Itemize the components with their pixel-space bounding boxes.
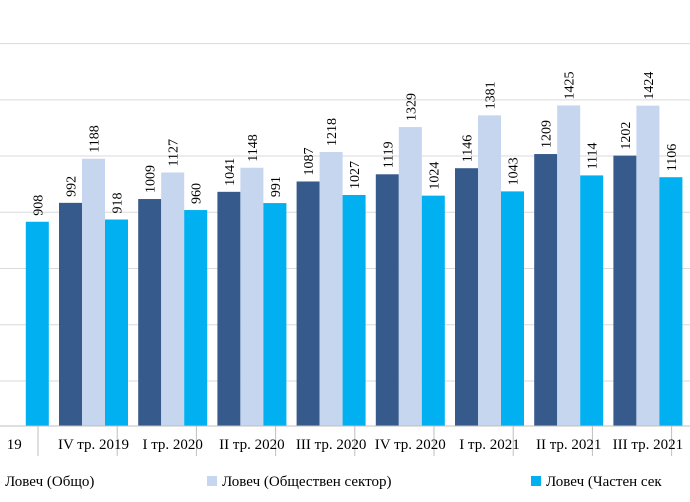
bar bbox=[501, 191, 524, 426]
data-label: 1218 bbox=[325, 118, 340, 146]
bar bbox=[659, 177, 683, 426]
x-tick-label: III тр. 2020 bbox=[296, 437, 366, 453]
bar bbox=[636, 105, 660, 426]
data-label: 1329 bbox=[404, 93, 419, 121]
bar bbox=[25, 221, 49, 426]
data-label: 1027 bbox=[348, 161, 363, 189]
bar bbox=[263, 203, 287, 426]
data-label: 1381 bbox=[484, 81, 499, 109]
legend: Ловеч (Общо) Ловеч (Обществен сектор) Лове… bbox=[5, 474, 662, 490]
x-axis: 19 IV тр. 2019 I тр. 2020 II тр. 2020 III тр… bbox=[0, 425, 690, 456]
bar bbox=[82, 158, 105, 426]
bar bbox=[59, 202, 82, 426]
legend-swatch bbox=[207, 476, 217, 486]
data-label: 1425 bbox=[563, 71, 578, 99]
data-label: 1146 bbox=[461, 135, 476, 162]
data-label: 1106 bbox=[665, 144, 680, 171]
data-label: 1209 bbox=[540, 120, 555, 148]
data-label: 918 bbox=[111, 192, 126, 213]
bar bbox=[319, 152, 343, 426]
bar bbox=[296, 181, 320, 426]
bar bbox=[184, 210, 208, 426]
data-label: 908 bbox=[31, 195, 46, 216]
bar bbox=[455, 168, 478, 426]
x-tick-label: III тр. 2021 bbox=[613, 437, 683, 453]
bar bbox=[613, 155, 637, 426]
bar bbox=[105, 219, 128, 426]
data-label: 992 bbox=[65, 176, 80, 197]
data-label: 1041 bbox=[223, 158, 238, 186]
data-label: 1009 bbox=[144, 165, 159, 193]
data-label: 960 bbox=[190, 183, 205, 204]
data-label: 1119 bbox=[381, 141, 396, 168]
data-label: 1087 bbox=[302, 147, 317, 175]
data-label: 1188 bbox=[88, 125, 103, 152]
bar bbox=[534, 154, 558, 426]
x-tick-label: II тр. 2021 bbox=[536, 437, 601, 453]
x-tick-label: 19 bbox=[7, 437, 22, 453]
legend-label: Ловеч (Обществен сектор) bbox=[222, 474, 392, 490]
bar bbox=[161, 172, 185, 426]
legend-swatch bbox=[531, 476, 541, 486]
bar bbox=[557, 105, 581, 426]
data-label: 1202 bbox=[619, 122, 634, 150]
bars bbox=[25, 105, 683, 427]
x-tick-label: I тр. 2021 bbox=[459, 437, 519, 453]
x-tick-label: I тр. 2020 bbox=[142, 437, 202, 453]
data-label: 1043 bbox=[507, 157, 522, 185]
bar bbox=[240, 167, 264, 427]
legend-label: Ловеч (Общо) bbox=[5, 474, 94, 490]
bar bbox=[138, 199, 162, 426]
bar bbox=[580, 175, 604, 426]
bar bbox=[217, 191, 241, 426]
bar bbox=[421, 195, 445, 426]
data-label: 1024 bbox=[427, 162, 442, 190]
legend-label: Ловеч (Частен сек bbox=[546, 474, 662, 490]
bar bbox=[342, 194, 366, 426]
x-tick-label: II тр. 2020 bbox=[219, 437, 284, 453]
x-tick-label: IV тр. 2019 bbox=[58, 437, 129, 453]
data-label: 991 bbox=[269, 176, 284, 197]
bar bbox=[375, 174, 399, 426]
x-tick-label: IV тр. 2020 bbox=[375, 437, 446, 453]
data-label: 1114 bbox=[586, 142, 601, 169]
data-label: 1148 bbox=[246, 134, 261, 161]
bar bbox=[478, 115, 501, 426]
data-label: 1127 bbox=[167, 139, 182, 166]
data-label: 1424 bbox=[642, 72, 657, 100]
bar bbox=[398, 127, 422, 427]
data-labels: 9921009104110871119114612091202127811881… bbox=[31, 71, 680, 216]
